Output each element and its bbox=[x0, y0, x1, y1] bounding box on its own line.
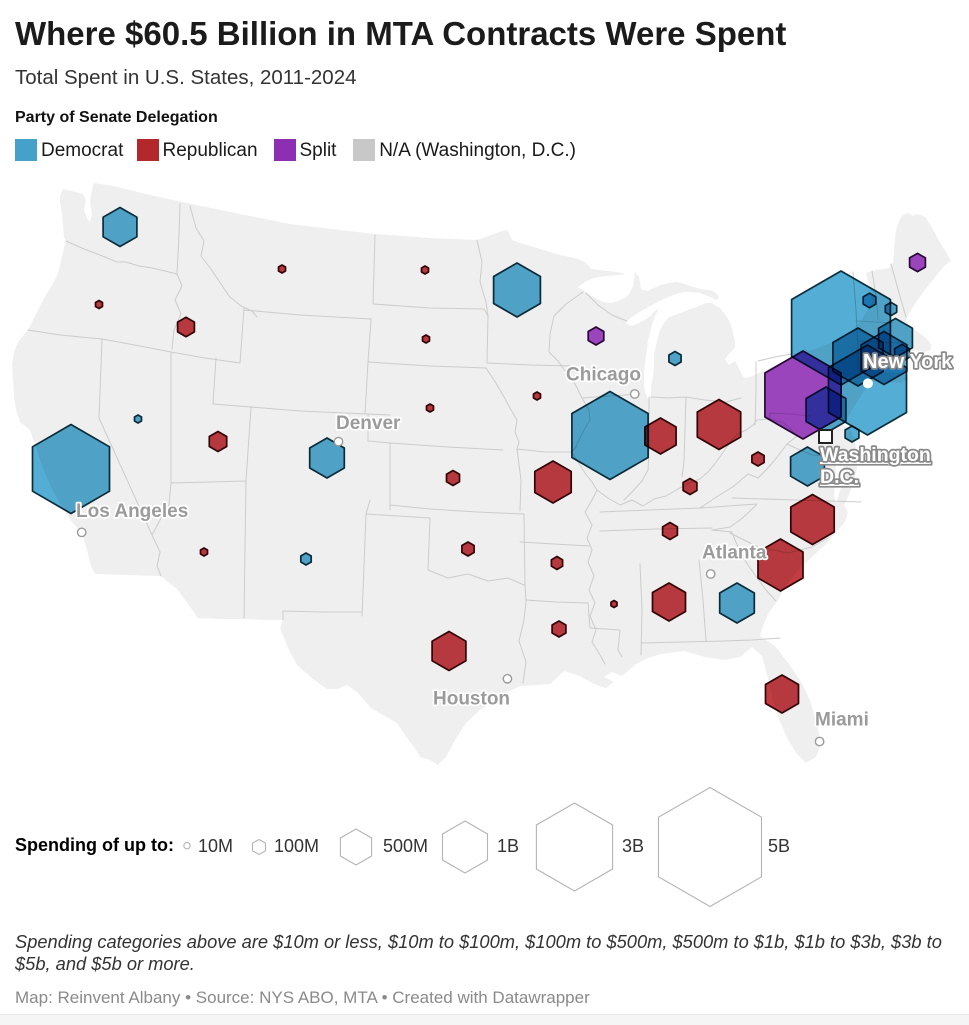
svg-text:D.C.: D.C. bbox=[820, 466, 859, 488]
svg-text:Los Angeles: Los Angeles bbox=[76, 501, 188, 522]
svg-text:10M: 10M bbox=[198, 836, 233, 856]
svg-text:1B: 1B bbox=[497, 836, 519, 856]
svg-text:Miami: Miami bbox=[815, 710, 869, 731]
svg-text:Spending of up to:: Spending of up to: bbox=[15, 835, 174, 855]
svg-text:Denver: Denver bbox=[336, 413, 401, 434]
svg-text:New York: New York bbox=[863, 351, 953, 373]
svg-text:Atlanta: Atlanta bbox=[702, 543, 767, 564]
svg-text:Washington: Washington bbox=[820, 444, 931, 466]
svg-text:3B: 3B bbox=[622, 836, 644, 856]
svg-text:Houston: Houston bbox=[433, 689, 510, 710]
svg-text:5B: 5B bbox=[768, 836, 790, 856]
svg-text:500M: 500M bbox=[383, 836, 428, 856]
svg-text:100M: 100M bbox=[274, 836, 319, 856]
svg-text:Chicago: Chicago bbox=[566, 365, 641, 386]
